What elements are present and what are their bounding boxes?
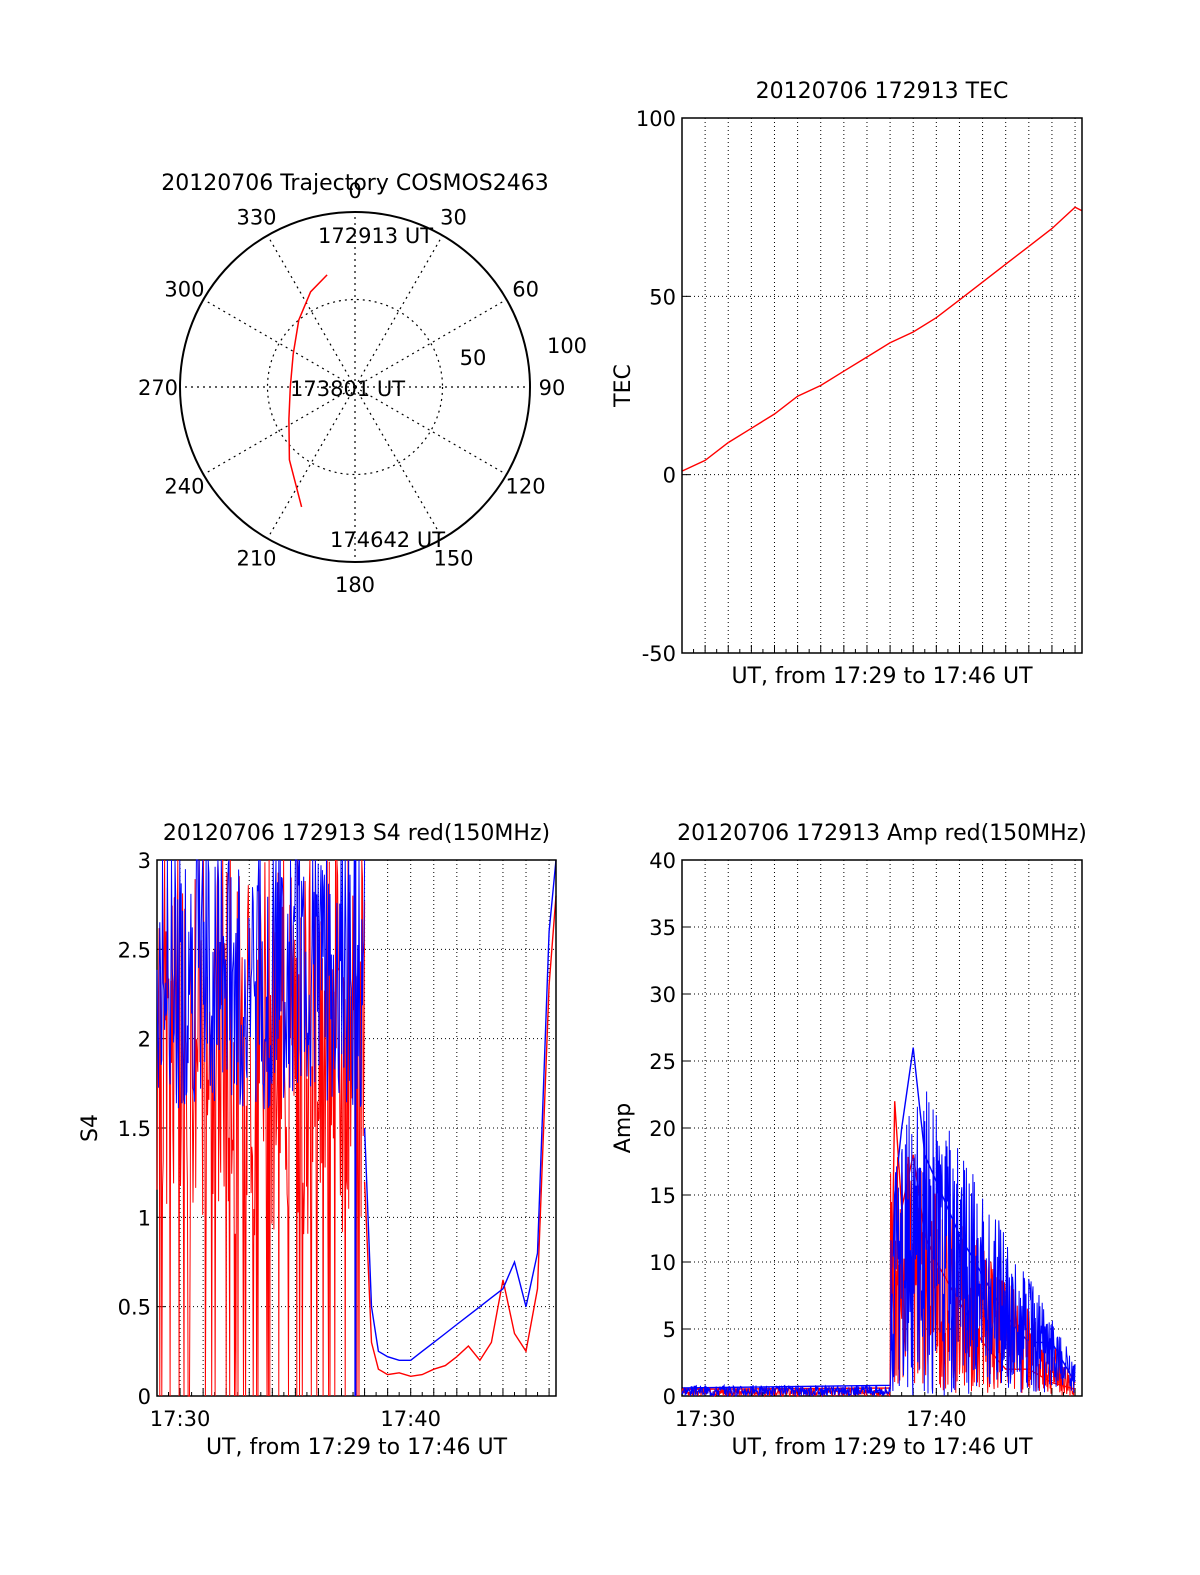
x-axis-label: UT, from 17:29 to 17:46 UT — [206, 1435, 508, 1460]
ytick-label: 3 — [138, 849, 151, 873]
polar-spoke — [354, 386, 444, 539]
polar-title: 20120706 Trajectory COSMOS2463 — [161, 171, 548, 196]
polar-spoke — [354, 235, 444, 388]
angle-label-90: 90 — [539, 376, 566, 400]
panel-tec: 20120706 172913 TEC 100 50 0 -50 UT, from 17:… — [611, 79, 1083, 689]
angle-label-270: 270 — [138, 376, 178, 400]
ytick-label: 5 — [663, 1318, 676, 1342]
annotation-end: 174642 UT — [330, 528, 445, 552]
polar-spoke — [203, 386, 356, 476]
xtick-label: 17:40 — [906, 1407, 967, 1431]
plot-frame — [681, 117, 1083, 654]
ytick-label: 2 — [138, 1028, 151, 1052]
polar-spoke — [203, 298, 356, 388]
panel-s4: 20120706 172913 S4 red(150MHz) 3 2.5 2 1.5 1 0… — [78, 821, 557, 1460]
x-axis-label: UT, from 17:29 to 17:46 UT — [731, 664, 1033, 689]
angle-label-180: 180 — [335, 573, 375, 597]
angle-label-120: 120 — [506, 475, 546, 499]
trajectory-line — [288, 274, 328, 508]
ytick-label: 25 — [649, 1050, 676, 1074]
amp-red-noise — [681, 1156, 1076, 1398]
panel-title: 20120706 172913 TEC — [756, 79, 1009, 104]
plot-frame — [681, 859, 1083, 1397]
angle-label-240: 240 — [164, 475, 204, 499]
xtick-label: 17:30 — [150, 1407, 211, 1431]
y-axis-label: Amp — [611, 1103, 636, 1153]
ytick-label: 0 — [663, 464, 676, 488]
polar-spoke — [354, 386, 507, 476]
annotation-mid: 173801 UT — [290, 377, 405, 401]
y-axis-label: TEC — [611, 364, 636, 408]
angle-label-30: 30 — [440, 205, 467, 229]
polar-spoke — [266, 386, 356, 539]
ytick-label: 30 — [649, 983, 676, 1007]
polar-spoke — [266, 235, 356, 388]
angle-label-300: 300 — [164, 278, 204, 302]
panel-title: 20120706 172913 Amp red(150MHz) — [677, 821, 1087, 846]
angle-label-330: 330 — [236, 205, 276, 229]
ytick-label: 40 — [649, 849, 676, 873]
series-line-0 — [681, 206, 1083, 472]
ytick-label: 100 — [636, 107, 676, 131]
angle-label-0: 0 — [348, 179, 361, 203]
amp-blue-noise — [681, 1091, 1076, 1398]
ytick-label: 0 — [663, 1385, 676, 1409]
polar-ring-50 — [266, 298, 444, 476]
series-line-0 — [363, 895, 557, 1378]
radial-label-100: 100 — [547, 334, 587, 358]
panel-amp: 20120706 172913 Amp red(150MHz)40 35 30 25 2… — [611, 821, 1087, 1460]
ytick-label: 2.5 — [118, 938, 151, 962]
ytick-label: 1 — [138, 1206, 151, 1230]
polar-spoke — [354, 298, 507, 388]
xtick-label: 17:30 — [675, 1407, 736, 1431]
angle-label-60: 60 — [512, 278, 539, 302]
series-line-1 — [363, 859, 557, 1361]
y-axis-label: S4 — [78, 1114, 103, 1142]
radial-label-50: 50 — [460, 346, 487, 370]
ytick-label: 0 — [138, 1385, 151, 1409]
angle-label-150: 150 — [433, 547, 473, 571]
x-axis-label: UT, from 17:29 to 17:46 UT — [731, 1435, 1033, 1460]
s4-blue-noise — [156, 859, 366, 1110]
ytick-label: 35 — [649, 916, 676, 940]
angle-label-210: 210 — [236, 547, 276, 571]
ytick-label: 50 — [649, 285, 676, 309]
xtick-label: 17:40 — [380, 1407, 441, 1431]
panel-title: 20120706 172913 S4 red(150MHz) — [163, 821, 550, 846]
ytick-label: 15 — [649, 1184, 676, 1208]
ytick-label: 20 — [649, 1117, 676, 1141]
ytick-label: 0.5 — [118, 1296, 151, 1320]
ytick-label: 1.5 — [118, 1117, 151, 1141]
ytick-label: 10 — [649, 1251, 676, 1275]
ytick-label: -50 — [642, 642, 676, 666]
annotation-start: 172913 UT — [318, 224, 433, 248]
